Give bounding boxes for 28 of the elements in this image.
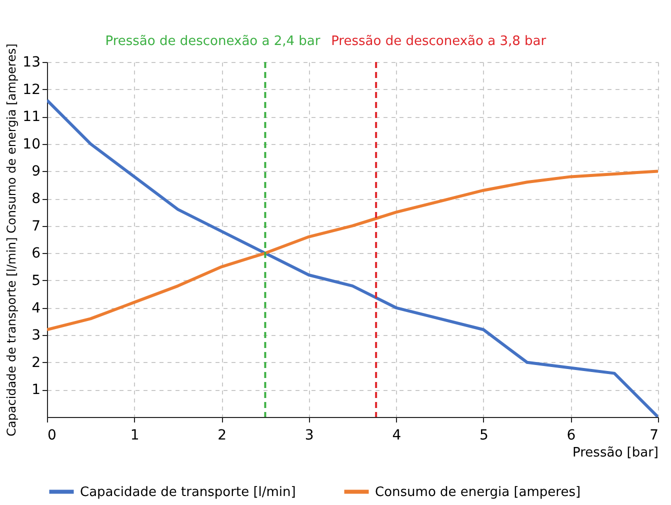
y-tick-label: 11 <box>22 109 40 126</box>
x-tick-label: 4 <box>392 428 402 444</box>
x-tick-label: 5 <box>479 428 488 444</box>
y-tick-label: 6 <box>32 246 41 262</box>
x-tick-label: 1 <box>130 428 140 444</box>
x-tick-label: 3 <box>304 428 314 444</box>
x-tick-label: 6 <box>566 428 576 444</box>
y-tick-label: 2 <box>32 354 40 371</box>
y-tick-label: 10 <box>22 136 40 152</box>
legend-label: Capacidade de transporte [l/min] <box>80 484 296 500</box>
y-tick-label: 5 <box>32 272 40 289</box>
line-series <box>47 170 658 332</box>
y-tick-label: 4 <box>32 300 41 316</box>
y-tick-label: 12 <box>22 82 40 98</box>
y-tick-label: 1 <box>32 382 40 398</box>
x-tick-label: 7 <box>650 428 658 444</box>
y-tick-label: 13 <box>22 54 40 70</box>
ref-line-label: Pressão de desconexão a 3,8 bar <box>331 34 547 49</box>
x-tick-label: 2 <box>218 428 227 444</box>
y-axis-title: Capacidade de transporte [l/min] Consumo de energia [amperes] <box>4 44 19 436</box>
y-tick-label: 9 <box>32 164 40 180</box>
legend-label: Consumo de energia [amperes] <box>375 484 581 500</box>
ref-line-label: Pressão de desconexão a 2,4 bar <box>105 34 321 49</box>
x-axis-title: Pressão [bar] <box>572 446 658 460</box>
y-tick-label: 7 <box>32 218 40 234</box>
y-tick-label: 3 <box>32 328 40 344</box>
x-tick-label: 0 <box>48 428 56 444</box>
y-tick-label: 8 <box>32 191 40 208</box>
